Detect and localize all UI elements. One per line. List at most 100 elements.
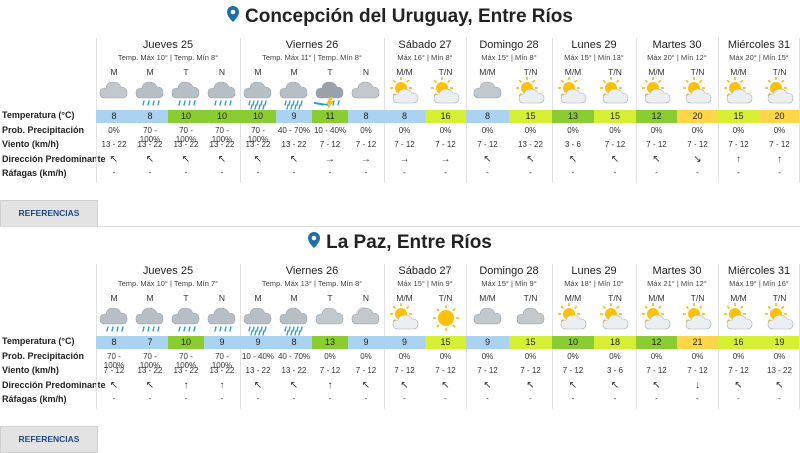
precip-prob-cell: 0%	[360, 352, 372, 361]
wind-direction-cell: ↖	[253, 154, 263, 165]
gust-cell: -	[655, 168, 658, 177]
rain-icon	[134, 302, 166, 341]
temperature-cell: 8	[466, 110, 509, 123]
row-label-text: Ráfagas (km/h)	[2, 394, 67, 404]
gust-cell: -	[529, 394, 532, 403]
wind-speed-cell: 7 - 12	[520, 366, 541, 375]
wind-direction-cell: ↑	[183, 380, 189, 391]
gust-cell: -	[571, 394, 575, 403]
precip-prob-cell: 10 - 40%	[241, 352, 275, 361]
wind-direction-cell: ↑	[327, 380, 333, 391]
period-label: T	[183, 67, 189, 77]
wind-direction-cell: ↖	[483, 380, 492, 391]
wind-direction-cell: ↘	[693, 154, 702, 165]
sun-cloud-icon	[682, 302, 714, 341]
day-temp-range: Máx 15° | Mín 13°	[564, 53, 624, 62]
period-label: M	[254, 67, 262, 77]
day-name: Domingo 28	[479, 265, 539, 277]
wind-speed-cell: 7 - 12	[687, 366, 708, 375]
rain-icon	[170, 302, 202, 341]
day-temp-range: Máx 20° | Mín 12°	[647, 53, 707, 62]
precip-prob-cell: 0%	[439, 126, 452, 135]
gust-cell: -	[486, 168, 489, 177]
referencias-button[interactable]: REFERENCIAS	[0, 426, 98, 453]
day-temp-range: Máx 15° | Mín 9°	[397, 279, 453, 288]
temperature-cell: 8	[132, 110, 168, 123]
sun-cloud-icon	[723, 76, 755, 115]
day-temp-range: Máx 18° | Mín 10°	[564, 279, 624, 288]
wind-direction-cell: →	[361, 154, 371, 165]
temperature-cell: 9	[240, 336, 276, 349]
wind-speed-cell: 7 - 12	[769, 140, 790, 149]
sun-cloud-icon	[430, 76, 462, 115]
wind-direction-cell: ↑	[777, 154, 782, 165]
day-name: Sábado 27	[398, 39, 452, 51]
temperature-cell: 9	[348, 336, 384, 349]
gust-cell: -	[529, 168, 532, 177]
wind-speed-cell: 7 - 12	[435, 366, 456, 375]
wind-direction-cell: ↖	[109, 380, 119, 391]
wind-speed-cell: 7 - 12	[604, 140, 626, 149]
period-label: M/M	[396, 293, 413, 303]
rain-icon	[206, 76, 238, 115]
wind-direction-cell: ↖	[181, 154, 191, 165]
wind-direction-cell: ↖	[361, 380, 371, 391]
sun-cloud-icon	[599, 302, 631, 341]
day-name: Jueves 25	[142, 39, 194, 51]
period-label: M	[290, 67, 298, 77]
sun-cloud-icon	[515, 76, 547, 115]
wind-direction-cell: ↖	[441, 380, 450, 391]
day-name: Martes 30	[652, 39, 702, 51]
sun-cloud-icon	[389, 302, 421, 341]
wind-speed-cell: 3 - 6	[564, 140, 581, 149]
wind-speed-cell: 13 - 22	[137, 140, 163, 149]
sun-cloud-icon	[389, 76, 421, 115]
wind-direction-cell: ↖	[483, 154, 492, 165]
temperature-cell: 8	[276, 336, 312, 349]
cloud-icon	[350, 76, 382, 115]
location-pin-icon	[227, 6, 239, 28]
gust-cell: -	[444, 394, 447, 403]
row-label-text: Ráfagas (km/h)	[2, 168, 67, 178]
period-label: T/N	[772, 293, 787, 303]
gust-cell: -	[403, 394, 406, 403]
temperature-cell: 8	[384, 110, 425, 123]
gust-cell: -	[292, 394, 296, 403]
row-label-text: Viento (km/h)	[2, 139, 59, 149]
precip-prob-cell: 0%	[609, 126, 621, 135]
wind-direction-cell: ↖	[400, 380, 409, 391]
rain-icon	[170, 76, 202, 115]
temperature-cell: 8	[96, 336, 132, 349]
wind-speed-cell: 7 - 12	[355, 140, 377, 149]
precip-prob-cell: 40 - 70%	[277, 126, 311, 135]
moon-cloud-icon	[350, 302, 382, 341]
wind-speed-cell: 13 - 22	[767, 366, 792, 375]
cloud-icon	[314, 302, 346, 341]
temperature-cell: 7	[132, 336, 168, 349]
wind-direction-cell: ↖	[652, 154, 661, 165]
precip-prob-cell: 70 - 100%	[247, 126, 269, 144]
temperature-cell: 10	[204, 110, 240, 123]
period-label: N	[362, 293, 370, 303]
day-name: Lunes 29	[571, 265, 617, 277]
precip-prob-cell: 0%	[481, 126, 494, 135]
wind-direction-cell: ↖	[568, 154, 578, 165]
referencias-button[interactable]: REFERENCIAS	[0, 200, 98, 227]
day-name: Sábado 27	[398, 265, 452, 277]
wind-direction-cell: ↖	[145, 154, 155, 165]
wind-speed-cell: 7 - 12	[394, 140, 415, 149]
wind-speed-cell: 7 - 12	[319, 366, 341, 375]
gust-cell: -	[737, 394, 740, 403]
cloud-icon	[472, 76, 504, 115]
period-label: T/N	[438, 67, 453, 77]
precip-prob-cell: 70 - 100%	[103, 352, 125, 370]
location-name: La Paz, Entre Ríos	[326, 232, 492, 253]
temperature-cell: 10	[168, 110, 204, 123]
wind-speed-cell: 13 - 22	[209, 366, 235, 375]
heavy-rain-icon	[278, 302, 310, 341]
gust-cell: -	[220, 394, 224, 403]
location-title: La Paz, Entre Ríos	[0, 232, 800, 254]
period-label: T/N	[608, 293, 622, 303]
gust-cell: -	[184, 394, 188, 403]
wind-direction-cell: ↑	[736, 154, 741, 165]
